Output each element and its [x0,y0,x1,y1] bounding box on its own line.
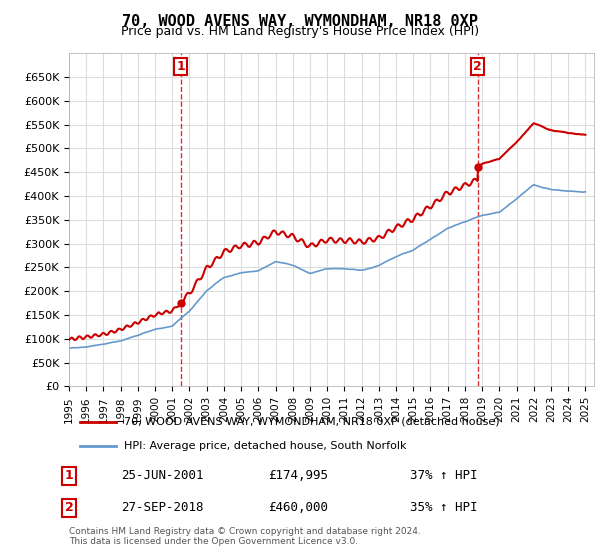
Text: 27-SEP-2018: 27-SEP-2018 [121,501,204,515]
Text: 1: 1 [65,469,73,482]
Text: HPI: Average price, detached house, South Norfolk: HPI: Average price, detached house, Sout… [124,441,407,451]
Text: 70, WOOD AVENS WAY, WYMONDHAM, NR18 0XP: 70, WOOD AVENS WAY, WYMONDHAM, NR18 0XP [122,14,478,29]
Text: 1: 1 [176,60,185,73]
Text: £460,000: £460,000 [269,501,329,515]
Text: 2: 2 [473,60,482,73]
Text: 2: 2 [65,501,73,515]
Text: 37% ↑ HPI: 37% ↑ HPI [410,469,478,482]
Text: Price paid vs. HM Land Registry's House Price Index (HPI): Price paid vs. HM Land Registry's House … [121,25,479,38]
Text: 25-JUN-2001: 25-JUN-2001 [121,469,204,482]
Text: £174,995: £174,995 [269,469,329,482]
Text: 35% ↑ HPI: 35% ↑ HPI [410,501,478,515]
Text: 70, WOOD AVENS WAY, WYMONDHAM, NR18 0XP (detached house): 70, WOOD AVENS WAY, WYMONDHAM, NR18 0XP … [124,417,500,427]
Text: Contains HM Land Registry data © Crown copyright and database right 2024.
This d: Contains HM Land Registry data © Crown c… [69,526,421,546]
